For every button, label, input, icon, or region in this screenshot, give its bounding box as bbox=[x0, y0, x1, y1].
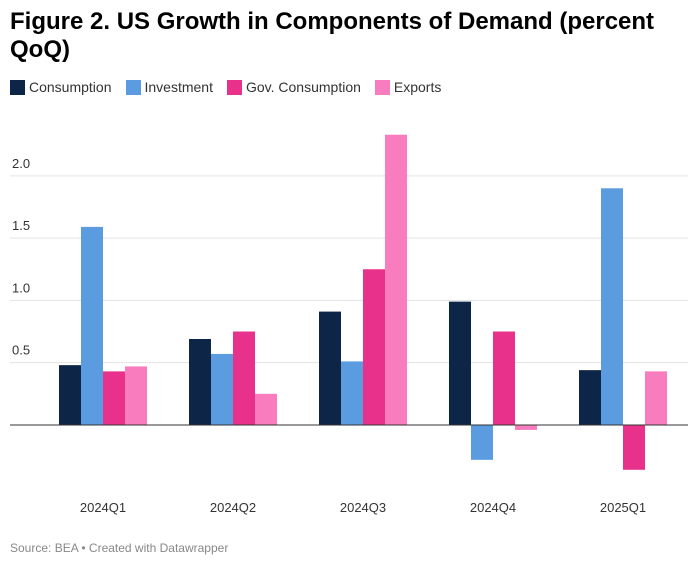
legend-swatch bbox=[125, 79, 141, 95]
bar bbox=[319, 311, 341, 425]
bar bbox=[363, 269, 385, 425]
bar bbox=[81, 226, 103, 425]
bar bbox=[623, 424, 645, 470]
bar bbox=[449, 301, 471, 425]
legend-swatch bbox=[374, 79, 390, 95]
y-tick-label: 0.5 bbox=[12, 343, 30, 358]
chart-title: Figure 2. US Growth in Components of Dem… bbox=[10, 8, 655, 63]
bar bbox=[471, 424, 493, 460]
bar bbox=[59, 365, 81, 425]
y-tick-label: 1.0 bbox=[12, 280, 30, 295]
x-tick-label: 2024Q1 bbox=[80, 500, 126, 515]
legend-item: Gov. Consumption bbox=[226, 79, 361, 95]
bar bbox=[233, 331, 255, 425]
bar bbox=[189, 339, 211, 425]
bar bbox=[255, 393, 277, 425]
x-tick-label: 2024Q2 bbox=[210, 500, 256, 515]
y-tick-label: 2.0 bbox=[12, 156, 30, 171]
legend-label: Investment bbox=[144, 79, 213, 95]
legend: Consumption Investment Gov. Consumption Exp… bbox=[10, 79, 441, 95]
bar bbox=[515, 424, 537, 430]
bar bbox=[211, 353, 233, 425]
x-tick-label: 2025Q1 bbox=[600, 500, 646, 515]
bar bbox=[493, 331, 515, 425]
bar bbox=[103, 371, 125, 425]
x-tick-label: 2024Q3 bbox=[340, 500, 386, 515]
chart: 0.5 1.0 1.5 2.0 2024Q1 2024Q2 2024Q3 2024Q4 2025… bbox=[10, 134, 688, 515]
source: Source: BEA • Created with Datawrapper bbox=[10, 541, 229, 555]
legend-swatch bbox=[10, 79, 25, 95]
bar bbox=[579, 370, 601, 425]
legend-item: Consumption bbox=[10, 79, 112, 95]
legend-swatch bbox=[226, 79, 242, 95]
bar bbox=[601, 188, 623, 425]
bar bbox=[341, 361, 363, 425]
legend-label: Exports bbox=[393, 79, 442, 95]
legend-item: Investment bbox=[125, 79, 213, 95]
bar bbox=[645, 371, 667, 425]
bar bbox=[385, 134, 407, 425]
legend-item: Exports bbox=[374, 79, 442, 95]
x-tick-label: 2024Q4 bbox=[470, 500, 516, 515]
bar bbox=[125, 366, 147, 425]
legend-label: Gov. Consumption bbox=[245, 79, 361, 95]
y-tick-label: 1.5 bbox=[12, 218, 30, 233]
legend-label: Consumption bbox=[29, 79, 112, 95]
